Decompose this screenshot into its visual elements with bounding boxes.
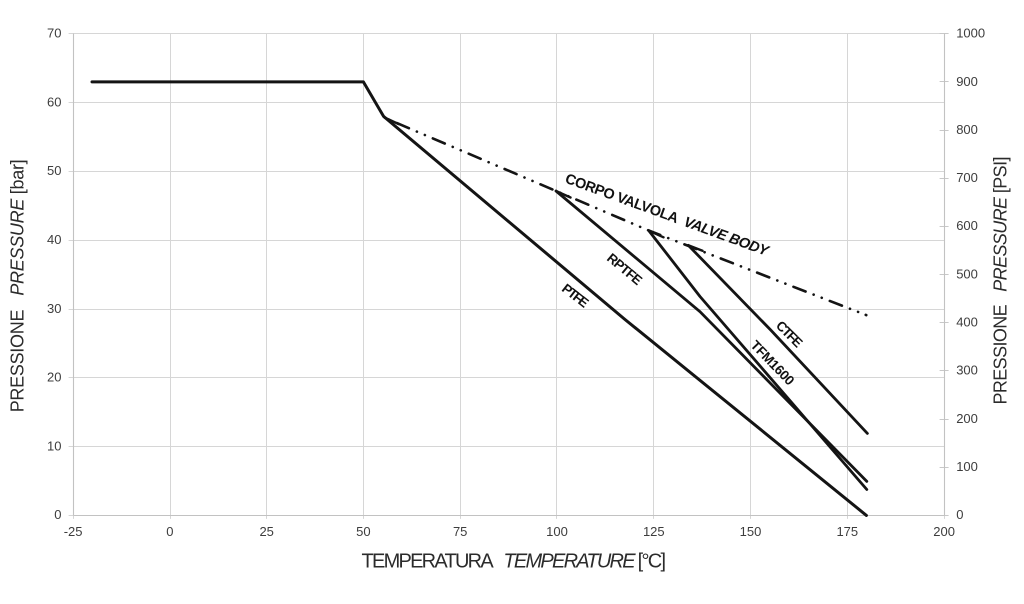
svg-text:500: 500 (956, 266, 978, 281)
svg-text:50: 50 (47, 163, 61, 178)
svg-text:600: 600 (956, 218, 978, 233)
svg-text:50: 50 (356, 524, 370, 539)
svg-text:75: 75 (453, 524, 467, 539)
svg-text:60: 60 (47, 94, 61, 109)
svg-text:175: 175 (836, 524, 858, 539)
svg-text:150: 150 (740, 524, 762, 539)
svg-text:TEMPERATURA TEMPERATURE [°C]: TEMPERATURA TEMPERATURE [°C] (362, 550, 667, 572)
svg-text:0: 0 (54, 507, 61, 522)
svg-text:400: 400 (956, 315, 978, 330)
svg-text:300: 300 (956, 363, 978, 378)
svg-text:200: 200 (933, 524, 955, 539)
svg-text:10: 10 (47, 438, 61, 453)
svg-text:900: 900 (956, 74, 978, 89)
svg-text:25: 25 (259, 524, 273, 539)
svg-text:800: 800 (956, 122, 978, 137)
svg-text:0: 0 (166, 524, 173, 539)
svg-text:125: 125 (643, 524, 665, 539)
svg-text:20: 20 (47, 370, 61, 385)
svg-text:30: 30 (47, 301, 61, 316)
svg-text:40: 40 (47, 232, 61, 247)
svg-text:-25: -25 (64, 524, 83, 539)
svg-text:100: 100 (956, 459, 978, 474)
svg-text:100: 100 (546, 524, 568, 539)
svg-text:700: 700 (956, 170, 978, 185)
svg-text:1000: 1000 (956, 26, 985, 41)
svg-text:PRESSIONE PRESSURE [bar]: PRESSIONE PRESSURE [bar] (8, 159, 28, 412)
svg-text:70: 70 (47, 26, 61, 41)
svg-text:PRESSIONE PRESSURE [PSI]: PRESSIONE PRESSURE [PSI] (991, 157, 1011, 405)
svg-text:200: 200 (956, 411, 978, 426)
svg-text:0: 0 (956, 507, 963, 522)
